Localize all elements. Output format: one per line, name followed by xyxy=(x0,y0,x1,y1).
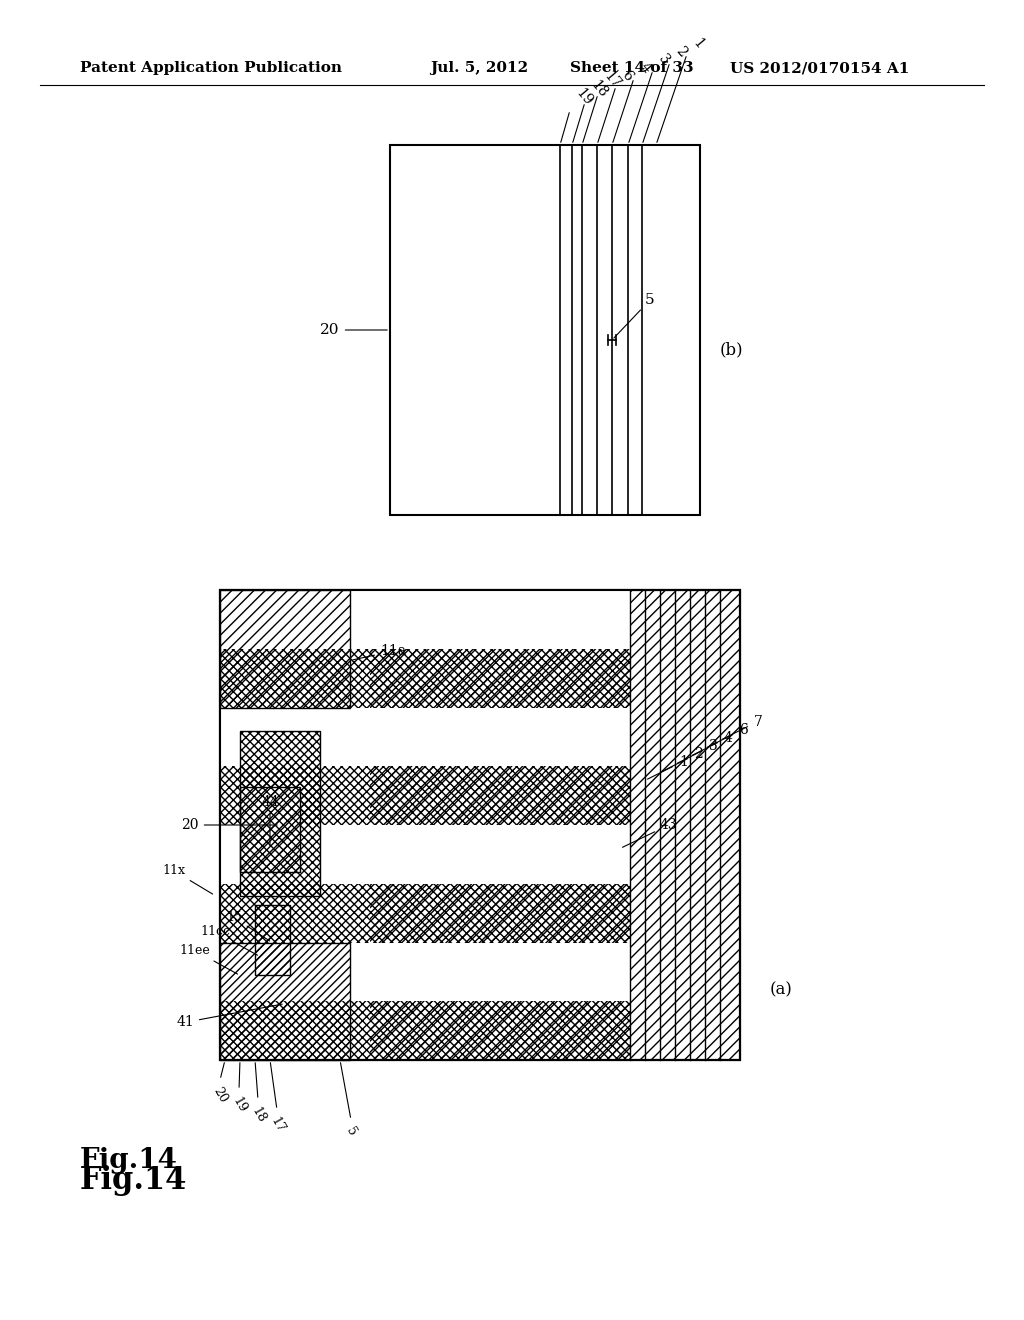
Bar xyxy=(240,788,300,873)
Bar xyxy=(220,590,630,648)
Bar xyxy=(370,590,740,1060)
Text: 19: 19 xyxy=(229,1096,249,1115)
Text: 11a: 11a xyxy=(352,644,407,660)
Text: 7: 7 xyxy=(754,715,763,730)
Text: Patent Application Publication: Patent Application Publication xyxy=(80,61,342,75)
Text: 5: 5 xyxy=(343,1125,358,1138)
Text: 44: 44 xyxy=(261,795,279,846)
Text: 43: 43 xyxy=(623,818,678,847)
Text: 11cc: 11cc xyxy=(200,925,258,956)
Text: 18: 18 xyxy=(588,78,610,100)
Bar xyxy=(220,766,630,825)
Text: 20: 20 xyxy=(181,818,278,832)
Text: 3: 3 xyxy=(709,739,718,754)
Text: 17: 17 xyxy=(601,70,624,92)
Bar xyxy=(390,145,700,515)
Text: Jul. 5, 2012: Jul. 5, 2012 xyxy=(430,61,528,75)
Bar xyxy=(240,788,300,873)
Text: 2: 2 xyxy=(694,747,702,762)
Bar xyxy=(255,906,290,975)
Text: 19: 19 xyxy=(573,86,595,108)
Bar xyxy=(220,590,350,708)
Bar xyxy=(220,825,630,884)
Bar xyxy=(220,942,350,1060)
Text: 3: 3 xyxy=(656,53,673,69)
Text: 17: 17 xyxy=(267,1115,287,1135)
Text: (b): (b) xyxy=(720,342,743,359)
Bar xyxy=(220,590,740,1060)
Text: 6: 6 xyxy=(618,69,635,84)
Text: 1: 1 xyxy=(690,36,707,51)
Text: 6: 6 xyxy=(739,723,748,738)
Text: 18: 18 xyxy=(249,1105,267,1126)
Text: 11x: 11x xyxy=(162,865,213,894)
Text: Fig.14: Fig.14 xyxy=(80,1147,178,1173)
Bar xyxy=(220,648,630,708)
Text: US 2012/0170154 A1: US 2012/0170154 A1 xyxy=(730,61,909,75)
Text: 20: 20 xyxy=(321,323,387,337)
Text: 1: 1 xyxy=(679,755,688,770)
Text: 4: 4 xyxy=(637,61,653,77)
Bar xyxy=(240,731,319,895)
Text: 15: 15 xyxy=(226,911,269,941)
Text: Fig.14: Fig.14 xyxy=(80,1164,187,1196)
Bar xyxy=(220,1002,630,1060)
Text: (a): (a) xyxy=(770,981,793,998)
Bar xyxy=(220,942,630,1002)
Text: 5: 5 xyxy=(614,293,654,338)
Bar xyxy=(220,590,740,1060)
Bar xyxy=(220,590,740,1060)
Text: 20: 20 xyxy=(210,1085,229,1105)
Text: 11ee: 11ee xyxy=(179,944,238,974)
Text: 4: 4 xyxy=(724,731,733,746)
Text: 2: 2 xyxy=(673,45,689,59)
Text: 41: 41 xyxy=(176,1005,283,1030)
Bar xyxy=(220,708,630,766)
Bar xyxy=(220,884,630,942)
Text: Sheet 14 of 33: Sheet 14 of 33 xyxy=(570,61,693,75)
